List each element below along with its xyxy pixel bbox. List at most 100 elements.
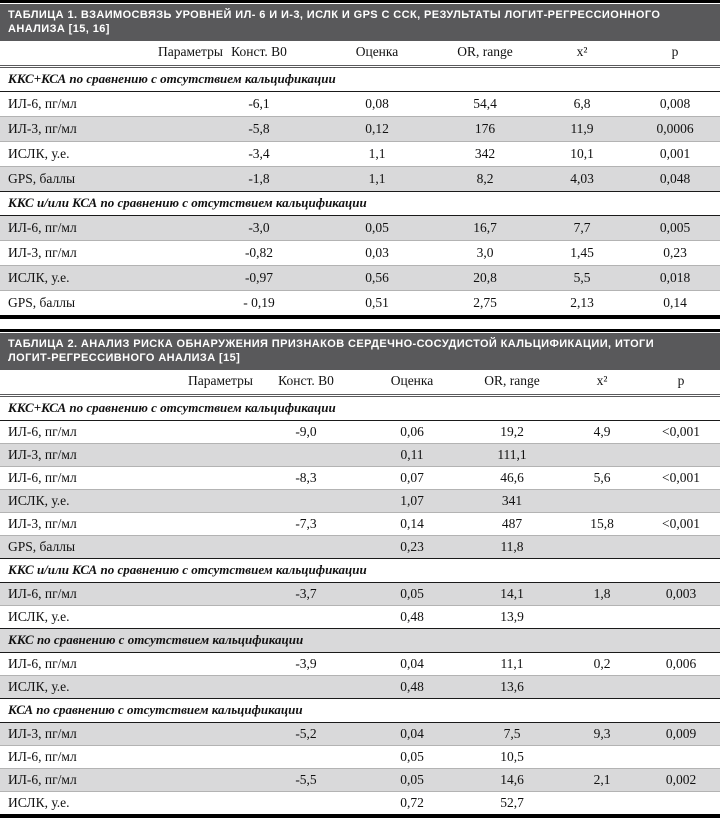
cell-value: 0,005 [630, 215, 720, 241]
cell-value: 0,006 [642, 652, 720, 676]
cell-value: 0,14 [362, 512, 462, 536]
row-label: ИЛ-6, пг/мл [0, 466, 250, 490]
cell-value: 111,1 [462, 443, 562, 467]
column-header-row: Параметры Конст. В0 Оценка OR, range х² р [0, 370, 720, 397]
cell-value [642, 605, 720, 629]
row-label: ИСЛК, у.е. [0, 265, 200, 291]
column-header: р [630, 41, 720, 68]
row-label: ИЛ-6, пг/мл [0, 215, 200, 241]
section-row: ККС+КСА по сравнению с отсутствием кальц… [0, 395, 720, 421]
cell-value: 1,07 [362, 489, 462, 513]
cell-value: 2,1 [562, 768, 642, 792]
table-row: ИЛ-6, пг/мл -3,9 0,04 11,1 0,2 0,006 [0, 652, 720, 676]
cell-value: 7,7 [534, 215, 630, 241]
cell-value [642, 675, 720, 699]
row-label: ИЛ-6, пг/мл [0, 768, 250, 792]
section-row: ККС по сравнению с отсутствием кальцифик… [0, 628, 720, 653]
cell-value: <0,001 [642, 420, 720, 444]
cell-value: 0,05 [318, 215, 436, 241]
row-label: ИЛ-6, пг/мл [0, 420, 250, 444]
cell-value: -5,5 [250, 768, 362, 792]
table-row: ИЛ-6, пг/мл -9,0 0,06 19,2 4,9 <0,001 [0, 420, 720, 444]
row-label: ИЛ-6, пг/мл [0, 91, 200, 117]
column-header: OR, range [436, 41, 534, 68]
cell-value [250, 745, 362, 769]
row-label: ИЛ-3, пг/мл [0, 512, 250, 536]
cell-value: 0,03 [318, 240, 436, 266]
table-1-title: ТАБЛИЦА 1. ВЗАИМОСВЯЗЬ УРОВНЕЙ ИЛ- 6 И И… [8, 9, 661, 35]
column-header-row: Параметры Конст. В0 Оценка OR, range х² р [0, 41, 720, 68]
cell-value [250, 605, 362, 629]
column-header: р [642, 370, 720, 397]
row-label: ИСЛК, у.е. [0, 605, 250, 629]
table-block-1: ТАБЛИЦА 1. ВЗАИМОСВЯЗЬ УРОВНЕЙ ИЛ- 6 И И… [0, 0, 720, 319]
cell-value: 16,7 [436, 215, 534, 241]
cell-value: 0,04 [362, 722, 462, 746]
table-row: ИЛ-6, пг/мл -3,7 0,05 14,1 1,8 0,003 [0, 582, 720, 606]
row-label: ИСЛК, у.е. [0, 141, 200, 167]
cell-value: 0,04 [362, 652, 462, 676]
cell-value: 7,5 [462, 722, 562, 746]
cell-value: 5,6 [562, 466, 642, 490]
column-header: OR, range [462, 370, 562, 397]
cell-value [562, 675, 642, 699]
cell-value: 0,018 [630, 265, 720, 291]
top-rule [0, 329, 720, 332]
cell-value: -1,8 [200, 166, 318, 192]
table-2-title-bar: ТАБЛИЦА 2. АНАЛИЗ РИСКА ОБНАРУЖЕНИЯ ПРИЗ… [0, 333, 720, 370]
column-header: х² [534, 41, 630, 68]
row-label: ИСЛК, у.е. [0, 791, 250, 816]
cell-value: -5,8 [200, 116, 318, 142]
cell-value: 0,14 [630, 290, 720, 317]
cell-value: 54,4 [436, 91, 534, 117]
column-header: х² [562, 370, 642, 397]
row-label: ИЛ-6, пг/мл [0, 582, 250, 606]
table-row: ИЛ-3, пг/мл -7,3 0,14 487 15,8 <0,001 [0, 512, 720, 536]
cell-value [250, 443, 362, 467]
cell-value: 0,72 [362, 791, 462, 816]
section-label: ККС по сравнению с отсутствием кальцифик… [0, 628, 720, 653]
cell-value: 0,008 [630, 91, 720, 117]
cell-value: 0,23 [362, 535, 462, 559]
cell-value [642, 443, 720, 467]
cell-value: 46,6 [462, 466, 562, 490]
cell-value: -3,4 [200, 141, 318, 167]
cell-value [642, 791, 720, 816]
cell-value [562, 443, 642, 467]
cell-value: 10,1 [534, 141, 630, 167]
cell-value [642, 489, 720, 513]
cell-value: 0,11 [362, 443, 462, 467]
cell-value [562, 535, 642, 559]
table-1-title-bar: ТАБЛИЦА 1. ВЗАИМОСВЯЗЬ УРОВНЕЙ ИЛ- 6 И И… [0, 4, 720, 41]
row-label: GPS, баллы [0, 290, 200, 317]
table-row: GPS, баллы - 0,19 0,51 2,75 2,13 0,14 [0, 290, 720, 317]
data-table-2: Параметры Конст. В0 Оценка OR, range х² р ККС+… [0, 370, 720, 818]
table-row: ИЛ-6, пг/мл -3,0 0,05 16,7 7,7 0,005 [0, 215, 720, 241]
cell-value: 0,002 [642, 768, 720, 792]
table-row: ИСЛК, у.е. -3,4 1,1 342 10,1 0,001 [0, 141, 720, 167]
table-row: ИСЛК, у.е. -0,97 0,56 20,8 5,5 0,018 [0, 265, 720, 291]
cell-value: 2,75 [436, 290, 534, 317]
cell-value: -3,9 [250, 652, 362, 676]
table-row: ИСЛК, у.е. 0,48 13,6 [0, 675, 720, 699]
cell-value: 11,9 [534, 116, 630, 142]
table-2-title: ТАБЛИЦА 2. АНАЛИЗ РИСКА ОБНАРУЖЕНИЯ ПРИЗ… [8, 338, 655, 364]
cell-value: 1,1 [318, 166, 436, 192]
cell-value: 0,56 [318, 265, 436, 291]
cell-value: 11,1 [462, 652, 562, 676]
cell-value: 0,48 [362, 675, 462, 699]
table-row: ИЛ-3, пг/мл -5,8 0,12 176 11,9 0,0006 [0, 116, 720, 142]
cell-value: 0,001 [630, 141, 720, 167]
cell-value [250, 675, 362, 699]
cell-value: -7,3 [250, 512, 362, 536]
cell-value: 5,5 [534, 265, 630, 291]
table-row: ИСЛК, у.е. 0,48 13,9 [0, 605, 720, 629]
cell-value: 9,3 [562, 722, 642, 746]
cell-value: 0,51 [318, 290, 436, 317]
row-label: ИЛ-6, пг/мл [0, 745, 250, 769]
cell-value: 52,7 [462, 791, 562, 816]
cell-value: 176 [436, 116, 534, 142]
table-row: ИЛ-6, пг/мл -8,3 0,07 46,6 5,6 <0,001 [0, 466, 720, 490]
cell-value: -8,3 [250, 466, 362, 490]
